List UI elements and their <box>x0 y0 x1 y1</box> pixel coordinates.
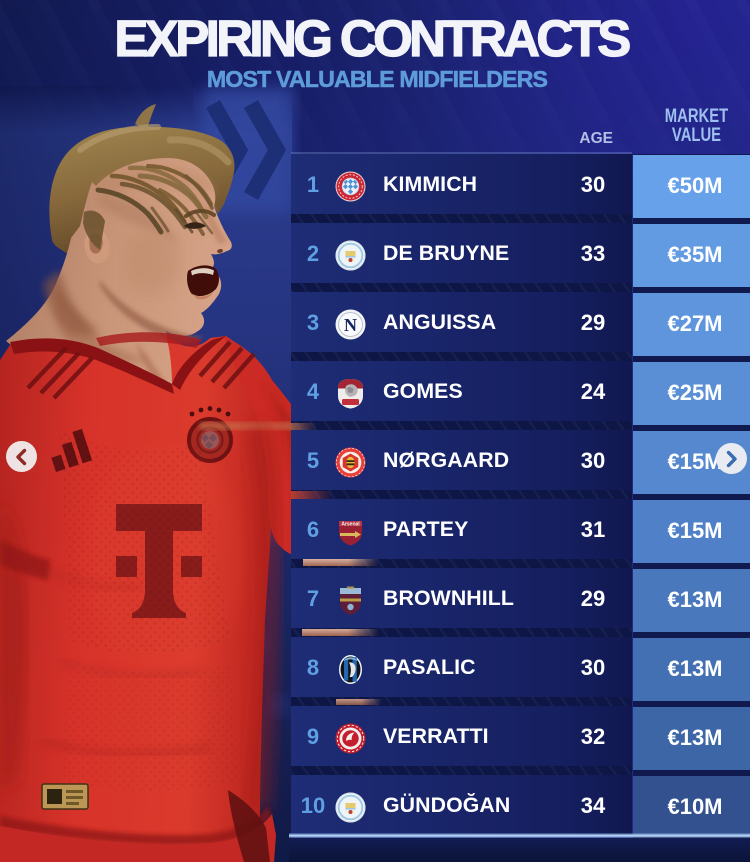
svg-text:Arsenal: Arsenal <box>341 522 360 528</box>
svg-text:N: N <box>344 315 357 335</box>
